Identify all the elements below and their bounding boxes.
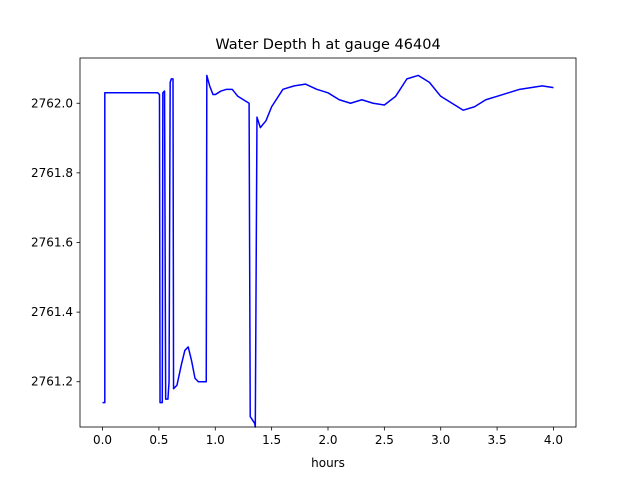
y-tick-label: 2761.4 [31,305,73,319]
x-tick-label: 0.5 [149,433,168,447]
y-tick-label: 2762.0 [31,96,73,110]
x-tick-label: 1.5 [262,433,281,447]
x-tick-label: 2.5 [375,433,394,447]
x-tick-label: 3.0 [431,433,450,447]
series-line-0 [102,74,554,428]
chart-title: Water Depth h at gauge 46404 [215,37,440,53]
y-tick-label: 2761.6 [31,236,73,250]
x-tick-label: 2.0 [318,433,337,447]
y-tick-label: 2761.2 [31,375,73,389]
x-tick-label: 4.0 [544,433,563,447]
x-tick-label: 3.5 [488,433,507,447]
x-tick-label: 0.0 [93,433,112,447]
y-tick-label: 2761.8 [31,166,73,180]
x-tick-label: 1.0 [206,433,225,447]
x-axis-label: hours [311,456,345,470]
plot-area: 0.0 0.5 1.0 1.5 2.0 2.5 3.0 3.5 4.0 2761.2 2761.4 2… [31,57,577,447]
plot-frame [79,57,577,428]
